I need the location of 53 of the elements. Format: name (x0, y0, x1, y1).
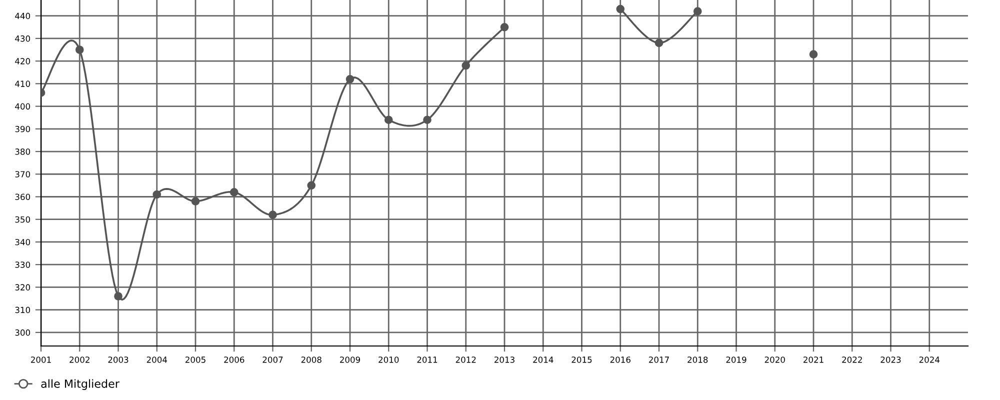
y-tick-label: 400 (15, 103, 30, 110)
x-tick-label: 2017 (649, 356, 669, 363)
y-tick-label: 370 (15, 171, 30, 178)
x-tick-label: 2013 (494, 356, 514, 363)
y-tick-label: 420 (15, 58, 30, 64)
x-tick-label: 2023 (880, 356, 901, 363)
point (423, 116, 432, 124)
x-tick-label: 2001 (31, 356, 51, 363)
x-tick-label: 2002 (70, 356, 90, 363)
point (346, 74, 354, 84)
y-tick-label: 410 (15, 80, 30, 87)
x-tick-label: 2009 (340, 356, 360, 363)
x-tick-label: 2020 (764, 356, 785, 363)
x-tick-label: 2010 (378, 356, 399, 363)
y-tick-label: 340 (15, 238, 30, 246)
point (307, 181, 316, 190)
x-tick-label: 2022 (842, 356, 862, 363)
y-tick-label: 310 (15, 306, 30, 314)
y-tick-label: 360 (15, 194, 30, 200)
x-tick-label: 2018 (688, 356, 708, 363)
x-tick-label: 2011 (417, 356, 438, 363)
point (75, 46, 84, 54)
y-tick-label: 380 (15, 148, 30, 155)
y-tick-label: 300 (15, 329, 30, 336)
point (462, 61, 470, 70)
y-tick-label: 330 (15, 262, 30, 268)
point (191, 197, 200, 206)
point (809, 50, 818, 58)
x-tick-label: 2024 (919, 356, 940, 363)
legend-label: alle Mitglieder (41, 379, 120, 390)
point (114, 292, 122, 300)
x-tick-label: 2015 (572, 356, 592, 363)
y-tick-label: 350 (15, 216, 30, 223)
x-tick-label: 2007 (262, 356, 283, 363)
y-tick-label: 430 (15, 35, 30, 42)
x-tick-label: 2008 (301, 356, 322, 363)
x-tick-label: 2014 (533, 356, 554, 363)
point (500, 22, 509, 32)
y-tick-label: 390 (15, 126, 30, 132)
point (230, 188, 238, 196)
x-tick-label: 2019 (726, 356, 746, 363)
point (152, 190, 162, 199)
x-tick-label: 2021 (804, 356, 824, 363)
x-tick-label: 2005 (186, 356, 206, 363)
point (384, 116, 393, 124)
y-tick-label: 320 (15, 284, 30, 290)
x-tick-label: 2012 (456, 356, 476, 363)
y-tick-label: 440 (15, 12, 30, 20)
x-tick-label: 2006 (224, 356, 244, 363)
x-tick-label: 2003 (108, 356, 128, 363)
x-tick-label: 2004 (146, 356, 168, 363)
point (268, 210, 277, 220)
x-tick-label: 2016 (610, 356, 630, 363)
